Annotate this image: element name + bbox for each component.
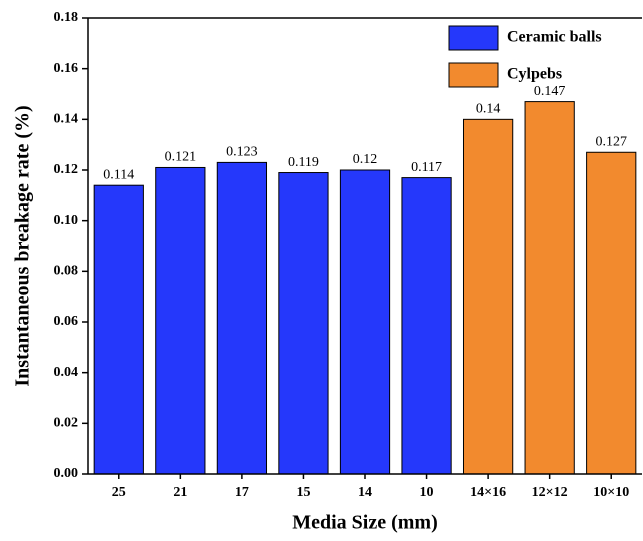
y-tick-label: 0.08 (54, 264, 79, 279)
data-label: 0.14 (476, 102, 501, 117)
x-tick-label: 25 (112, 485, 126, 500)
data-label: 0.119 (288, 155, 319, 170)
x-axis-title: Media Size (mm) (292, 512, 438, 534)
legend-label: Ceramic balls (507, 29, 602, 46)
x-tick-label: 15 (296, 485, 310, 500)
bar (278, 172, 329, 475)
data-label: 0.127 (595, 134, 627, 149)
x-tick-label: 12×12 (532, 485, 568, 500)
y-tick-label: 0.12 (54, 162, 79, 177)
bar (155, 166, 206, 475)
x-tick-label: 17 (235, 485, 249, 500)
legend-label: Cylpebs (507, 66, 562, 83)
data-label: 0.121 (165, 150, 197, 165)
y-tick-label: 0.06 (54, 314, 79, 329)
bar (93, 184, 144, 475)
data-label: 0.123 (226, 145, 258, 160)
y-tick-label: 0.02 (54, 416, 79, 431)
data-label: 0.147 (534, 84, 566, 99)
y-axis-title: Instantaneous breakage rate (%) (12, 105, 34, 386)
x-tick-label: 10 (420, 485, 434, 500)
y-tick-label: 0.04 (54, 365, 79, 380)
y-tick-label: 0.18 (54, 10, 79, 25)
y-tick-label: 0.14 (54, 112, 79, 127)
data-label: 0.12 (353, 152, 378, 167)
bar (339, 169, 391, 475)
bar (586, 151, 637, 475)
legend-swatch (448, 25, 499, 51)
bar (462, 118, 514, 475)
bar (401, 177, 452, 475)
y-tick-label: 0.16 (54, 61, 79, 76)
x-tick-label: 14 (358, 485, 372, 500)
data-label: 0.117 (411, 160, 442, 175)
y-tick-label: 0.00 (54, 466, 79, 481)
y-tick-label: 0.10 (54, 213, 79, 228)
x-tick-label: 21 (173, 485, 187, 500)
x-tick-label: 14×16 (470, 485, 506, 500)
x-tick-label: 10×10 (593, 485, 629, 500)
bar (524, 101, 575, 475)
data-label: 0.114 (103, 167, 134, 182)
legend-swatch (448, 62, 499, 88)
bar (216, 161, 268, 475)
